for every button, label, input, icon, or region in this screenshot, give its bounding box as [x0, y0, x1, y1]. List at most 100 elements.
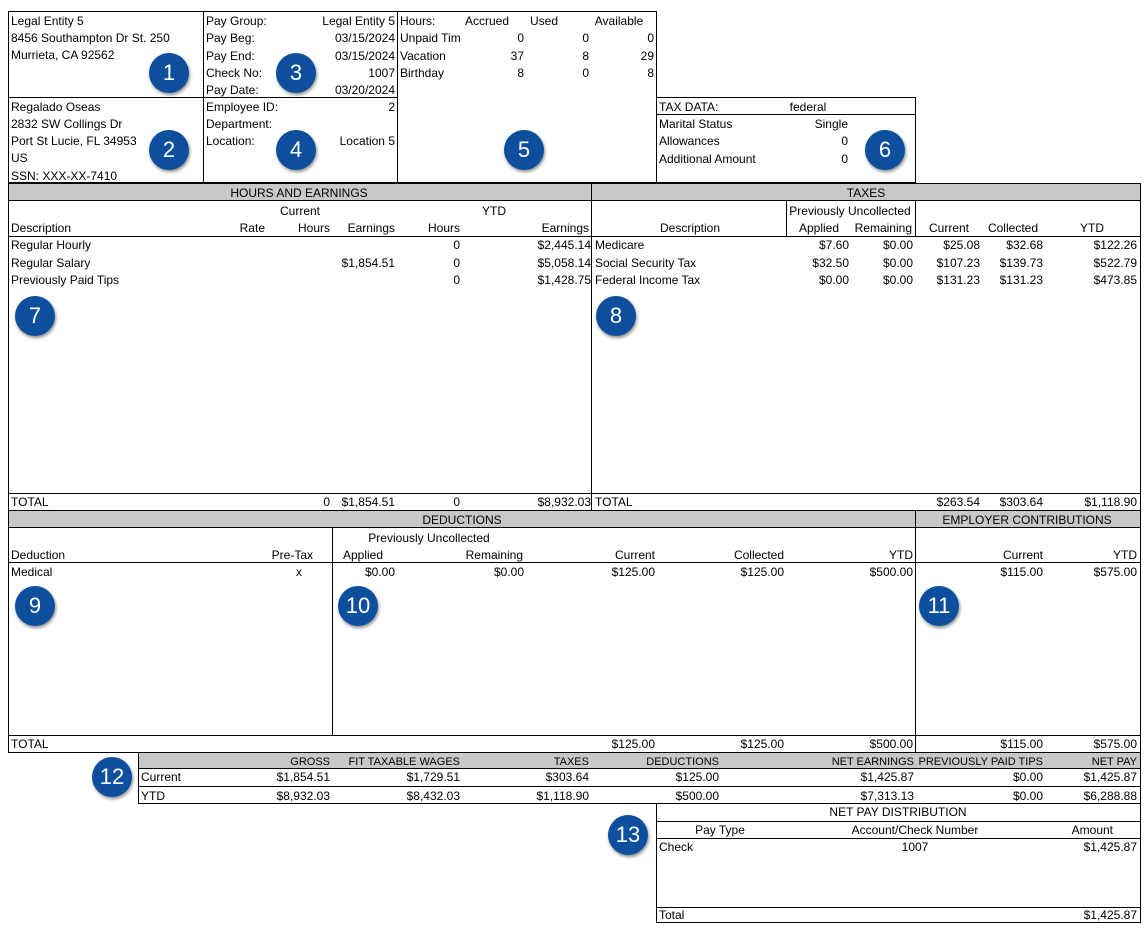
field-label: Department:: [206, 117, 273, 131]
total-cell: TOTAL: [595, 495, 633, 509]
callout-badge: 1: [149, 53, 189, 93]
cell: $8,432.03: [406, 789, 460, 803]
callout-badge: 12: [92, 757, 132, 797]
cell: $107.23: [936, 256, 980, 270]
cell: $1,425.87: [1083, 770, 1137, 784]
group-header: Previously Uncollected: [368, 531, 490, 545]
cell: $500.00: [675, 789, 719, 803]
rule: [138, 768, 1141, 769]
rule: [786, 200, 787, 237]
cell: $0.00: [818, 273, 849, 287]
field-value: Location 5: [339, 134, 395, 148]
total-cell: 0: [453, 495, 460, 509]
cell: $1,428.75: [537, 273, 591, 287]
column-header: Description: [11, 221, 72, 235]
cell: 0: [647, 31, 654, 45]
field-value: federal: [789, 100, 827, 114]
cell: $32.50: [812, 256, 849, 270]
cell: $32.68: [1006, 238, 1043, 252]
total-cell: $8,932.03: [537, 495, 591, 509]
column-header: Collected: [987, 221, 1038, 235]
header-band: [138, 752, 1140, 768]
field-label: Pay Date:: [206, 83, 259, 97]
field-label: Marital Status: [659, 117, 733, 131]
field-label: Additional Amount: [659, 152, 756, 166]
cell: $522.79: [1093, 256, 1137, 270]
box: [656, 803, 1141, 923]
field-value: Single: [814, 117, 848, 131]
cell: $1,425.87: [1083, 840, 1137, 854]
column-header: Current: [928, 221, 969, 235]
column-header: Collected: [733, 548, 784, 562]
column-header: Hours:: [400, 14, 436, 28]
field-value: 0: [841, 134, 848, 148]
cell: $1,854.51: [276, 770, 330, 784]
field-label: Allowances: [659, 134, 720, 148]
cell: 0: [517, 31, 524, 45]
field-value: Legal Entity 5: [322, 14, 395, 28]
cell: $125.00: [675, 770, 719, 784]
section-title: NET PAY DISTRIBUTION: [829, 805, 967, 819]
rule: [8, 236, 1141, 237]
rule: [591, 183, 592, 511]
rule: [656, 838, 1141, 839]
cell: $25.08: [943, 238, 980, 252]
field-label: Pay Beg:: [206, 31, 255, 45]
cell: $1,729.51: [406, 770, 460, 784]
column-header: Hours: [427, 221, 460, 235]
cell: Regular Salary: [11, 256, 91, 270]
total-cell: TOTAL: [11, 737, 49, 751]
column-header: Pay Type: [695, 823, 745, 837]
rule: [656, 821, 1141, 822]
total-cell: $500.00: [869, 737, 913, 751]
rule: [8, 735, 1141, 736]
field-value: 1007: [368, 66, 395, 80]
total-cell: $1,854.51: [341, 495, 395, 509]
callout-badge: 10: [338, 586, 378, 626]
employer-address1: 8456 Southampton Dr St. 250: [11, 31, 170, 45]
callout-badge: 7: [15, 296, 55, 336]
cell: $1,854.51: [341, 256, 395, 270]
field-label: Check No:: [206, 66, 263, 80]
cell: 0: [453, 273, 460, 287]
group-header: Current: [279, 204, 321, 218]
column-header: YTD: [889, 548, 913, 562]
cell: $0.00: [1012, 770, 1043, 784]
cell: Vacation: [400, 49, 446, 63]
total-cell: $1,425.87: [1083, 908, 1137, 922]
employer-name: Legal Entity 5: [11, 14, 84, 28]
column-header: GROSS: [290, 756, 330, 768]
column-header: Pre-Tax: [271, 548, 313, 562]
cell: $115.00: [1000, 565, 1044, 579]
cell: x: [296, 565, 302, 579]
cell: 8: [647, 66, 654, 80]
cell: Federal Income Tax: [595, 273, 701, 287]
rule: [656, 114, 916, 115]
employee-name: Regalado Oseas: [11, 100, 101, 114]
column-header: Amount: [1071, 823, 1113, 837]
row-label: Current: [141, 770, 182, 784]
column-header: Available: [594, 14, 644, 28]
field-label: Pay End:: [206, 49, 255, 63]
cell: $2,445.14: [537, 238, 591, 252]
total-cell: $125.00: [611, 737, 655, 751]
callout-badge: 9: [15, 586, 55, 626]
cell: Unpaid Tim: [400, 31, 461, 45]
cell: $1,118.90: [536, 789, 590, 803]
employee-country: US: [11, 151, 28, 165]
cell: $139.73: [999, 256, 1043, 270]
callout-badge: 8: [596, 296, 636, 336]
callout-badge: 13: [608, 815, 648, 855]
section-title: TAX DATA:: [659, 100, 719, 114]
box: [8, 510, 1141, 753]
column-header: Earnings: [347, 221, 395, 235]
column-header: Applied: [343, 548, 384, 562]
cell: Previously Paid Tips: [11, 273, 120, 287]
column-header: NET PAY: [1091, 756, 1137, 768]
field-label: Pay Group:: [206, 14, 267, 28]
field-value: 03/20/2024: [334, 83, 395, 97]
column-header: Remaining: [854, 221, 912, 235]
column-header: YTD: [1113, 548, 1137, 562]
cell: 1007: [901, 840, 929, 854]
